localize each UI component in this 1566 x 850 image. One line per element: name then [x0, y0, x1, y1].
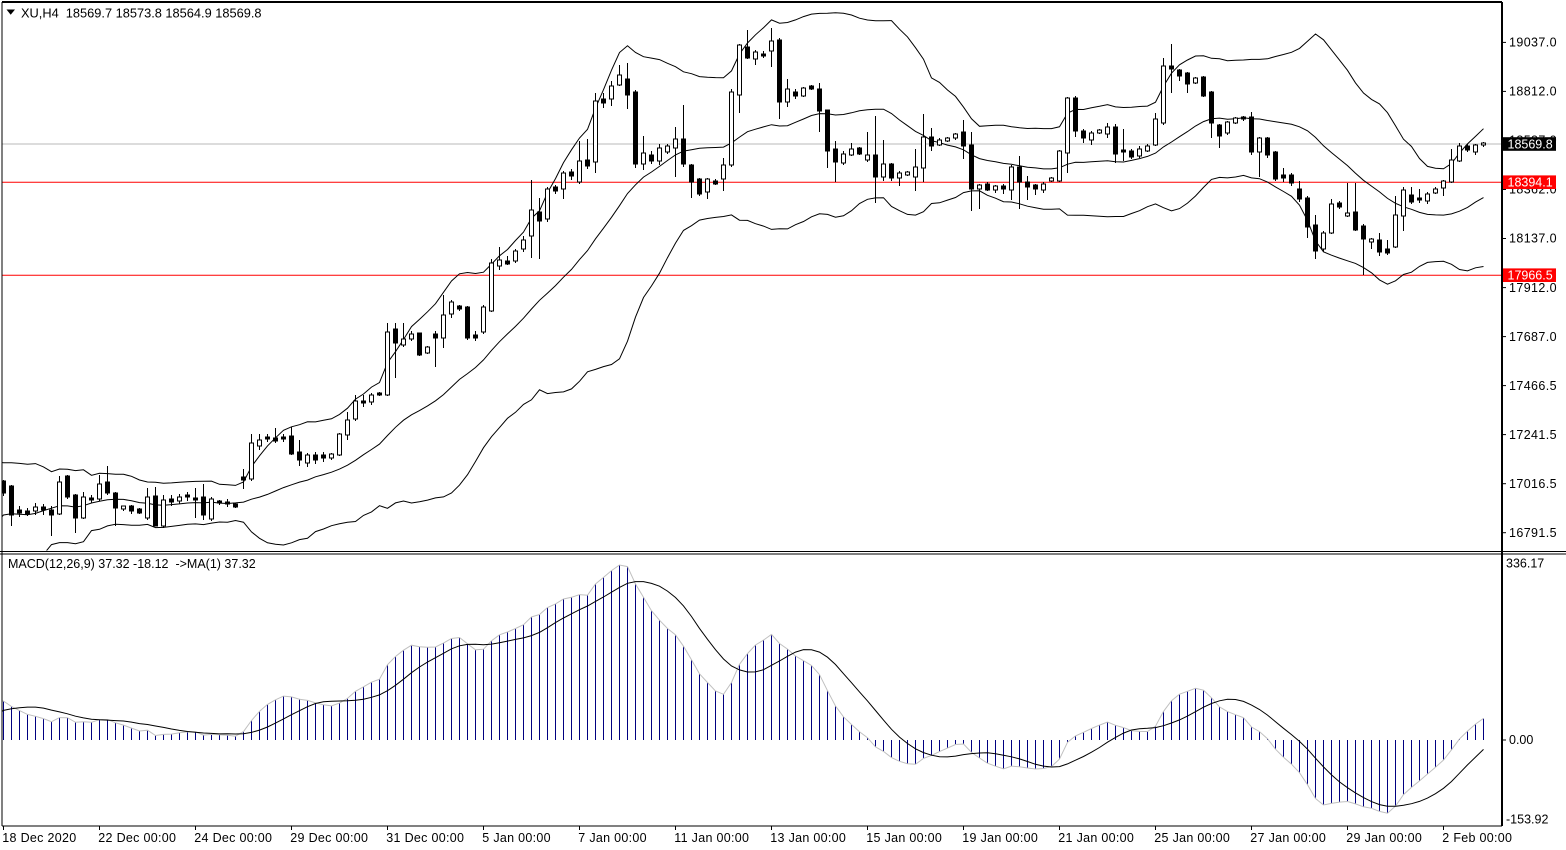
svg-text:5 Jan 00:00: 5 Jan 00:00	[482, 831, 551, 845]
svg-text:15 Jan 00:00: 15 Jan 00:00	[866, 831, 942, 845]
svg-text:18812.0: 18812.0	[1509, 85, 1557, 99]
svg-text:17687.0: 17687.0	[1509, 330, 1557, 344]
svg-text:18394.1: 18394.1	[1508, 176, 1553, 190]
svg-text:18137.0: 18137.0	[1509, 232, 1557, 246]
svg-text:-153.92: -153.92	[1506, 813, 1548, 827]
svg-text:31 Dec 00:00: 31 Dec 00:00	[386, 831, 464, 845]
svg-text:11 Jan 00:00: 11 Jan 00:00	[674, 831, 749, 845]
svg-text:25 Jan 00:00: 25 Jan 00:00	[1154, 831, 1230, 845]
svg-text:16791.5: 16791.5	[1509, 526, 1557, 540]
svg-text:MACD(12,26,9) 37.32 -18.12 ->: MACD(12,26,9) 37.32 -18.12 ->MA(1) 37.32	[8, 557, 256, 571]
svg-text:7 Jan 00:00: 7 Jan 00:00	[578, 831, 647, 845]
svg-text:24 Dec 00:00: 24 Dec 00:00	[194, 831, 272, 845]
svg-text:29 Jan 00:00: 29 Jan 00:00	[1346, 831, 1422, 845]
svg-text:17016.5: 17016.5	[1509, 477, 1557, 491]
svg-text:18 Dec 2020: 18 Dec 2020	[2, 831, 76, 845]
svg-text:XU,H4 18569.7 18573.8 18564.9: XU,H4 18569.7 18573.8 18564.9 18569.8	[21, 6, 262, 21]
svg-text:17912.0: 17912.0	[1509, 281, 1557, 295]
svg-text:17466.5: 17466.5	[1509, 379, 1557, 393]
svg-text:13 Jan 00:00: 13 Jan 00:00	[770, 831, 846, 845]
svg-text:336.17: 336.17	[1506, 557, 1544, 571]
svg-text:21 Jan 00:00: 21 Jan 00:00	[1058, 831, 1134, 845]
svg-text:22 Dec 00:00: 22 Dec 00:00	[98, 831, 176, 845]
svg-text:0.00: 0.00	[1509, 733, 1533, 747]
svg-text:27 Jan 00:00: 27 Jan 00:00	[1250, 831, 1326, 845]
svg-text:17241.5: 17241.5	[1509, 428, 1557, 442]
svg-text:19 Jan 00:00: 19 Jan 00:00	[962, 831, 1038, 845]
svg-text:2 Feb 00:00: 2 Feb 00:00	[1442, 831, 1512, 845]
svg-text:19037.0: 19037.0	[1509, 36, 1557, 50]
svg-text:29 Dec 00:00: 29 Dec 00:00	[290, 831, 368, 845]
svg-text:17966.5: 17966.5	[1508, 269, 1553, 283]
svg-text:18569.8: 18569.8	[1508, 137, 1553, 151]
